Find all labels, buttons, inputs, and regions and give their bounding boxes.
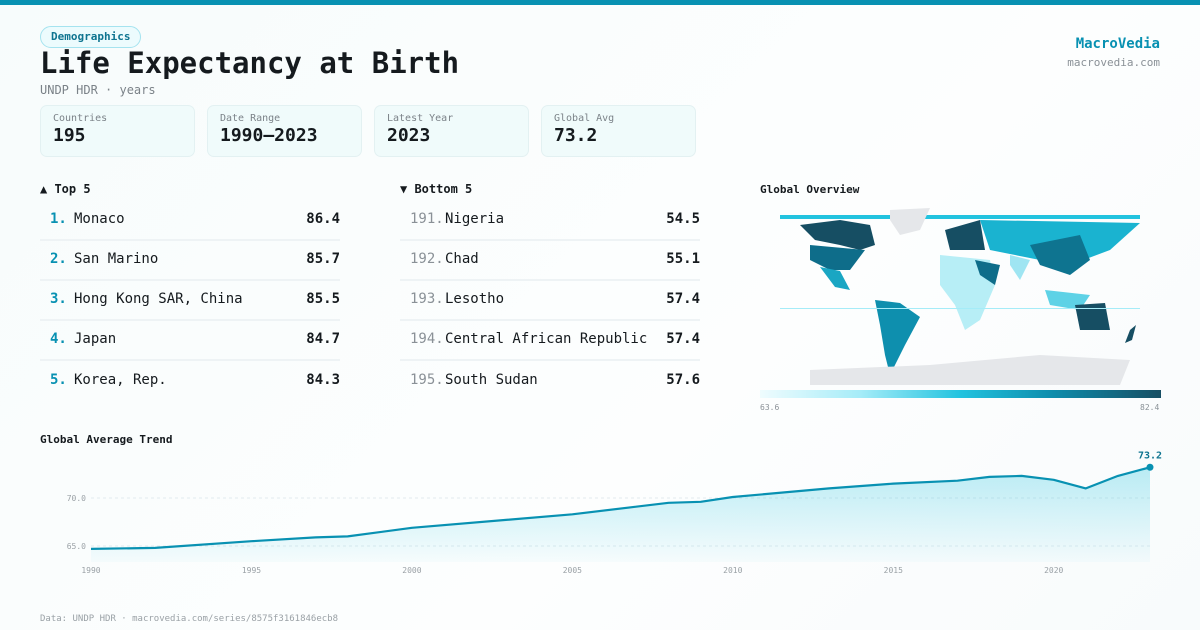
stat-label: Global Avg bbox=[554, 113, 615, 124]
x-tick-label: 1995 bbox=[242, 566, 261, 575]
map-line bbox=[780, 308, 1140, 309]
brand-logo[interactable]: MacroVedia bbox=[1075, 36, 1160, 52]
page-subtitle: UNDP HDR · years bbox=[40, 83, 156, 97]
map-heading: Global Overview bbox=[760, 183, 860, 196]
map-color-legend bbox=[760, 390, 1161, 398]
bottom5-list: 191. Nigeria 54.5 192. Chad 55.1 193. Lesotho 57… bbox=[400, 201, 700, 401]
trend-chart: 65.0 70.0 1990 1995 2000 2005 2010 2015 2020 73.2 bbox=[67, 450, 1162, 575]
south-america bbox=[875, 300, 920, 375]
rank: 191. bbox=[410, 211, 444, 227]
list-item: 2. San Marino 85.7 bbox=[40, 241, 340, 281]
stat-value: 195 bbox=[53, 125, 86, 146]
china bbox=[1030, 235, 1090, 275]
greenland bbox=[890, 208, 930, 235]
stat-card-latest-year: Latest Year 2023 bbox=[374, 105, 529, 157]
country-name: Chad bbox=[445, 251, 479, 267]
country-name: Japan bbox=[74, 331, 117, 347]
country-name: San Marino bbox=[74, 251, 159, 267]
list-item: 1. Monaco 86.4 bbox=[40, 201, 340, 241]
antarctica bbox=[810, 355, 1130, 385]
middle-east bbox=[975, 260, 1000, 285]
world-choropleth-map[interactable] bbox=[780, 205, 1140, 385]
rank: 3. bbox=[50, 291, 67, 307]
country-value: 84.7 bbox=[306, 331, 340, 347]
legend-min-label: 63.6 bbox=[760, 403, 780, 412]
list-item: 194. Central African Republic 57.4 bbox=[400, 321, 700, 361]
country-name: Lesotho bbox=[445, 291, 505, 307]
x-tick-label: 2010 bbox=[723, 566, 742, 575]
canada bbox=[800, 220, 875, 250]
stat-label: Latest Year bbox=[387, 113, 454, 124]
country-value: 57.4 bbox=[666, 291, 700, 307]
country-name: South Sudan bbox=[445, 372, 538, 388]
country-value: 54.5 bbox=[666, 211, 700, 227]
trend-chart-title: Global Average Trend bbox=[40, 433, 173, 446]
europe bbox=[945, 220, 985, 250]
rank: 194. bbox=[410, 331, 444, 347]
stat-value: 2023 bbox=[387, 125, 431, 146]
rank: 1. bbox=[50, 211, 67, 227]
usa bbox=[810, 245, 865, 270]
country-name: Monaco bbox=[74, 211, 125, 227]
y-tick-label: 65.0 bbox=[67, 542, 86, 551]
x-tick-label: 2000 bbox=[402, 566, 421, 575]
x-tick-label: 2005 bbox=[563, 566, 582, 575]
last-value-label: 73.2 bbox=[1138, 450, 1162, 461]
footer-source: Data: UNDP HDR · macrovedia.com/series/8… bbox=[40, 614, 339, 624]
australia bbox=[1075, 303, 1110, 330]
last-point-marker bbox=[1146, 463, 1154, 471]
stat-label: Countries bbox=[53, 113, 108, 124]
category-badge: Demographics bbox=[40, 26, 142, 48]
list-item: 195. South Sudan 57.6 bbox=[400, 361, 700, 401]
page-title: Life Expectancy at Birth bbox=[40, 46, 460, 80]
stat-label: Date Range bbox=[220, 113, 281, 124]
country-value: 55.1 bbox=[666, 251, 700, 267]
stat-value: 1990–2023 bbox=[220, 125, 318, 146]
list-item: 4. Japan 84.7 bbox=[40, 321, 340, 361]
stat-value: 73.2 bbox=[554, 125, 598, 146]
legend-max-label: 82.4 bbox=[1140, 403, 1160, 412]
country-name: Central African Republic bbox=[445, 331, 648, 347]
list-item: 191. Nigeria 54.5 bbox=[400, 201, 700, 241]
central-america bbox=[820, 267, 850, 290]
list-item: 193. Lesotho 57.4 bbox=[400, 281, 700, 321]
trend-line bbox=[90, 466, 1151, 550]
country-value: 86.4 bbox=[306, 211, 340, 227]
country-name: Korea, Rep. bbox=[74, 372, 167, 388]
list-item: 5. Korea, Rep. 84.3 bbox=[40, 361, 340, 401]
list-item: 192. Chad 55.1 bbox=[400, 241, 700, 281]
country-name: Hong Kong SAR, China bbox=[74, 291, 243, 307]
x-tick-label: 1990 bbox=[81, 566, 100, 575]
rank: 192. bbox=[410, 251, 444, 267]
country-value: 57.6 bbox=[666, 372, 700, 388]
country-value: 84.3 bbox=[306, 372, 340, 388]
area-fill bbox=[91, 467, 1150, 562]
country-name: Nigeria bbox=[445, 211, 505, 227]
stat-card-countries: Countries 195 bbox=[40, 105, 195, 157]
rank: 195. bbox=[410, 372, 444, 388]
south-asia bbox=[1010, 255, 1030, 280]
top-accent-bar bbox=[0, 0, 1200, 5]
stat-card-date-range: Date Range 1990–2023 bbox=[207, 105, 362, 157]
rank: 2. bbox=[50, 251, 67, 267]
brand-url[interactable]: macrovedia.com bbox=[1067, 56, 1160, 69]
x-tick-label: 2020 bbox=[1044, 566, 1063, 575]
bottom5-heading: ▼ Bottom 5 bbox=[400, 182, 473, 196]
country-value: 85.5 bbox=[306, 291, 340, 307]
country-value: 85.7 bbox=[306, 251, 340, 267]
top5-heading: ▲ Top 5 bbox=[40, 182, 91, 196]
stat-card-global-avg: Global Avg 73.2 bbox=[541, 105, 696, 157]
rank: 4. bbox=[50, 331, 67, 347]
top5-list: 1. Monaco 86.4 2. San Marino 85.7 3. Hong Kong … bbox=[40, 201, 340, 401]
y-tick-label: 70.0 bbox=[67, 494, 86, 503]
rank: 5. bbox=[50, 372, 67, 388]
map-band bbox=[780, 215, 1140, 219]
rank: 193. bbox=[410, 291, 444, 307]
new-zealand bbox=[1125, 325, 1136, 343]
x-tick-label: 2015 bbox=[884, 566, 903, 575]
list-item: 3. Hong Kong SAR, China 85.5 bbox=[40, 281, 340, 321]
country-value: 57.4 bbox=[666, 331, 700, 347]
